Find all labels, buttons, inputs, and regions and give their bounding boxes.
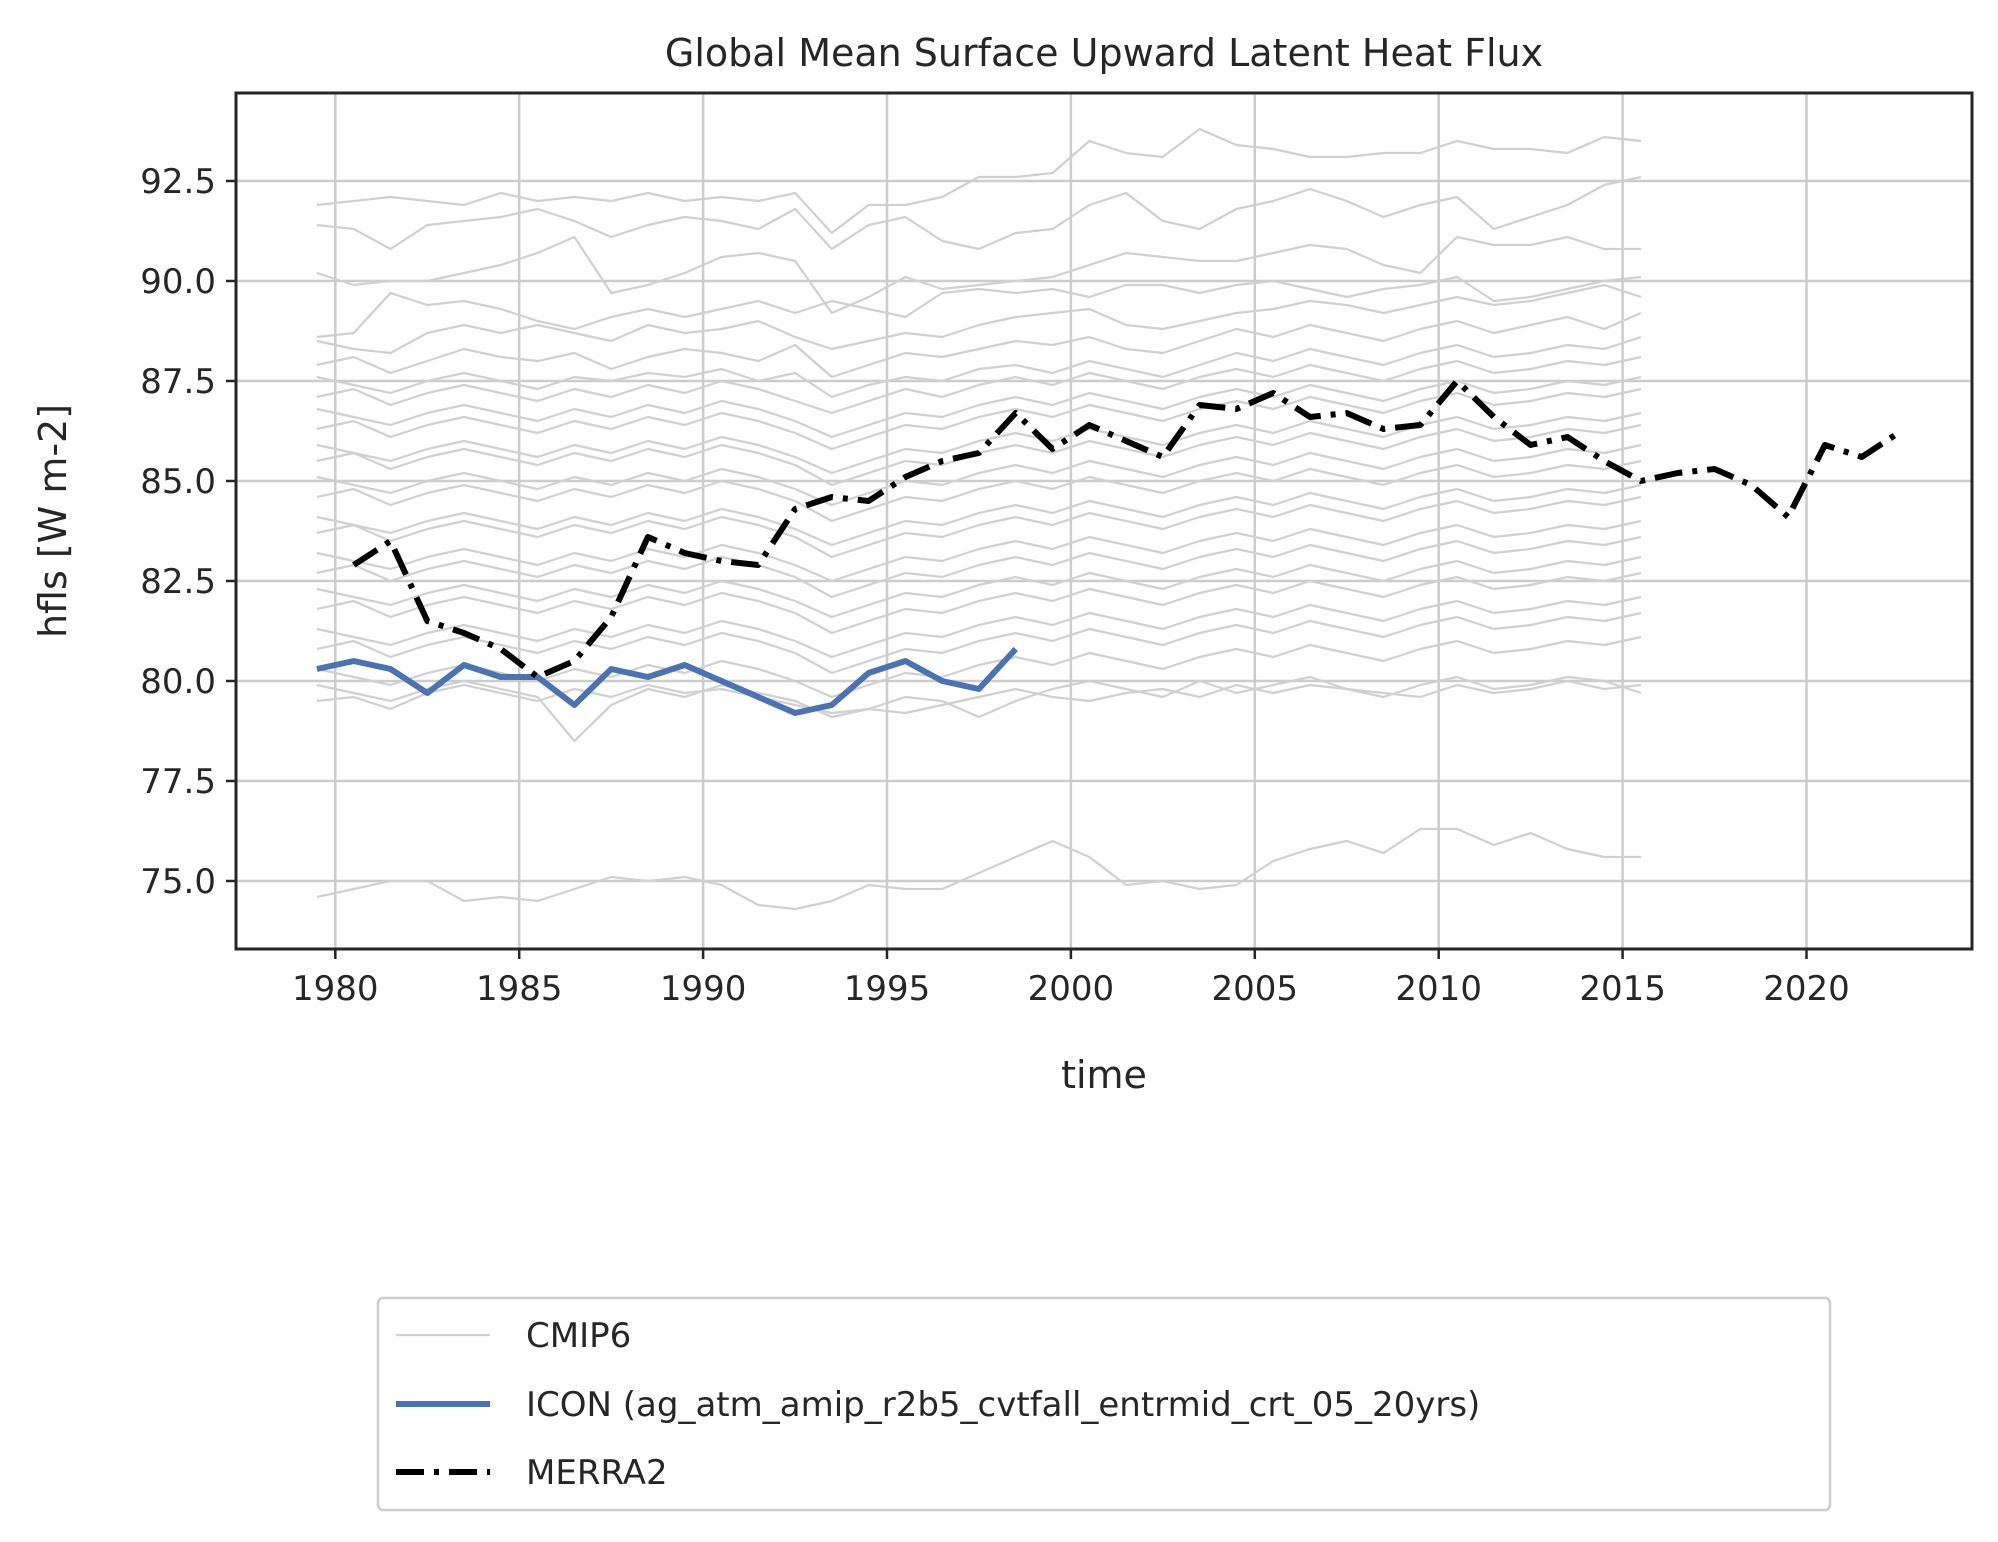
x-axis-label: time [1061,1053,1147,1097]
legend-label-cmip6: CMIP6 [526,1316,631,1356]
cmip6-member-line-25 [316,679,1642,715]
legend-box [376,1296,1832,1512]
x-tick-label: 1980 [292,969,379,1009]
cmip6-member-line-1 [316,127,1642,235]
cmip6-member-line-3 [316,235,1641,315]
cmip6-member-line-26 [316,827,1641,911]
y-tick-label: 75.0 [140,862,216,902]
x-tick-label: 1995 [844,969,931,1009]
series-layer [316,127,1901,911]
cmip6-member-line-18 [316,535,1642,599]
y-tick-label: 92.5 [140,162,216,202]
cmip6-member-line-20 [316,571,1642,635]
x-tick-label: 2015 [1579,969,1666,1009]
cmip6-member-line-15 [316,483,1642,547]
cmip6-member-line-16 [316,495,1642,559]
x-tick-label: 2005 [1212,969,1299,1009]
cmip6-member-line-7 [316,335,1642,399]
y-tick-label: 82.5 [140,562,216,602]
cmip6-member-line-9 [316,375,1642,439]
merra2-series-line [352,378,1901,680]
chart-title: Global Mean Surface Upward Latent Heat F… [665,31,1543,75]
x-tick-label: 1990 [660,969,747,1009]
axis-ticks: 1980 1985 1990 1995 2000 2005 2010 2015 2020 75.0… [140,162,1849,1009]
y-tick-label: 85.0 [140,462,216,502]
cmip6-member-line-10 [316,387,1642,451]
cmip6-member-line-13 [316,443,1642,507]
cmip6-member-line-4 [316,275,1642,339]
cmip6-member-line-11 [316,411,1642,475]
y-tick-label: 80.0 [140,662,216,702]
legend-label-icon: ICON (ag_atm_amip_r2b5_cvtfall_entrmid_c… [526,1385,1480,1425]
plot-frame [234,91,1974,951]
cmip6-member-line-2 [316,175,1642,251]
cmip6-member-line-21 [316,595,1642,659]
cmip6-member-line-23 [316,635,1642,699]
cmip6-member-line-8 [316,355,1642,415]
cmip6-member-line-24 [316,675,1642,743]
cmip6-member-line-14 [316,459,1642,523]
icon-series-line [316,646,1018,716]
cmip6-member-line-17 [316,519,1642,583]
legend-label-merra2: MERRA2 [526,1453,668,1493]
legend: CMIP6 ICON (ag_atm_amip_r2b5_cvtfall_ent… [376,1296,1832,1512]
cmip6-member-line-19 [316,555,1642,619]
y-axis-label: hfls [W m-2] [31,404,75,638]
cmip6-member-line-6 [316,311,1642,379]
x-tick-label: 2000 [1028,969,1115,1009]
cmip6-member-line-22 [316,611,1642,675]
x-tick-label: 1985 [476,969,563,1009]
x-tick-label: 2010 [1395,969,1482,1009]
y-tick-label: 90.0 [140,262,216,302]
y-tick-label: 77.5 [140,762,216,802]
x-tick-label: 2020 [1763,969,1850,1009]
y-tick-label: 87.5 [140,362,216,402]
cmip6-member-line-5 [316,283,1642,355]
